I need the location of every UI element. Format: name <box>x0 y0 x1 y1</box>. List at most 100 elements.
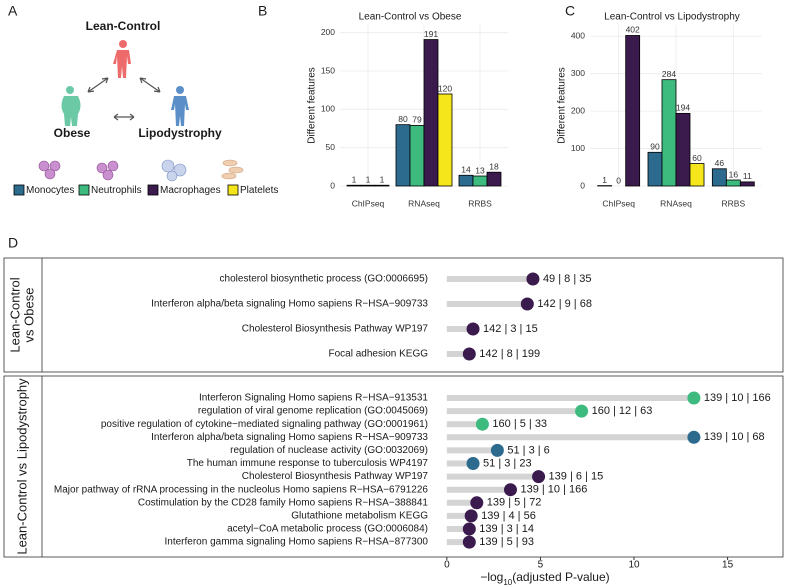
bar <box>423 39 439 187</box>
y-tick-label: 0 <box>330 180 335 190</box>
annotation: 139 | 10 | 166 <box>704 392 771 404</box>
data-label: 11 <box>743 171 752 181</box>
facet-box <box>3 257 784 373</box>
data-label: 60 <box>692 153 702 163</box>
y-tick-label: 0 <box>580 180 585 190</box>
panel-label: C <box>565 3 575 19</box>
bar <box>486 171 502 187</box>
data-label: 120 <box>438 83 452 93</box>
bar <box>458 174 474 187</box>
lollipop-dot <box>475 417 489 431</box>
annotation: 51 | 3 | 6 <box>507 444 549 456</box>
legend-label: Platelets <box>240 185 278 196</box>
bar <box>472 175 488 187</box>
lollipop-dot <box>466 322 480 336</box>
legend-label: Monocytes <box>26 185 74 196</box>
chart-title: Lean-Control vs Lipodystrophy <box>604 12 740 23</box>
annotation: 160 | 12 | 63 <box>592 405 653 417</box>
data-label: 46 <box>715 158 725 168</box>
row-label: regulation of viral genome replication (… <box>198 406 428 417</box>
bar <box>711 168 727 187</box>
data-label: 14 <box>461 165 471 175</box>
lollipop-dot <box>520 297 534 311</box>
y-tick-label: 100 <box>321 104 335 114</box>
y-tick-label: 150 <box>321 65 335 75</box>
row-label: Cholesterol Biosynthesis Pathway WP197 <box>242 324 429 335</box>
x-tick-label: 5 <box>538 560 544 571</box>
lollipop-dot <box>470 496 484 510</box>
row-label: Interferon alpha/beta signaling Homo sap… <box>151 432 428 443</box>
bar <box>374 184 390 187</box>
legend-label: Macrophages <box>160 185 221 196</box>
annotation: 51 | 3 | 23 <box>483 457 532 469</box>
annotation: 142 | 8 | 199 <box>479 348 540 360</box>
bar <box>647 151 663 187</box>
x-tick-label: 10 <box>628 560 640 571</box>
row-label: Cholesterol Biosynthesis Pathway WP197 <box>242 471 429 482</box>
legend-swatch <box>78 184 90 196</box>
panel-label: A <box>8 3 18 19</box>
data-label: 194 <box>676 103 690 113</box>
y-tick-label: 300 <box>571 68 585 78</box>
data-label: 18 <box>489 161 499 171</box>
data-label: 0 <box>616 175 621 185</box>
x-axis-label: −log10(adjusted P-value) <box>480 570 609 586</box>
bar <box>395 124 411 187</box>
lollipop-dot <box>575 404 589 418</box>
x-tick-label: RRBS <box>468 198 492 208</box>
x-tick-label: RRBS <box>722 198 746 208</box>
lollipop-dot <box>687 430 701 444</box>
row-label: cholesterol biosynthetic process (GO:000… <box>220 274 428 285</box>
bar <box>346 184 362 187</box>
lollipop-dot <box>462 347 476 361</box>
lollipop-dot <box>466 457 480 470</box>
strip-label: Lean-Control vs Lipodystrophy <box>14 378 29 555</box>
row-label: Major pathway of rRNA processing in the … <box>54 484 429 495</box>
data-label: 13 <box>475 165 485 175</box>
annotation: 139 | 6 | 15 <box>549 471 604 483</box>
illustration <box>38 40 244 182</box>
data-label: 1 <box>602 175 607 185</box>
data-label: 79 <box>412 115 422 125</box>
bar <box>689 163 705 187</box>
lollipop-dot <box>526 272 540 286</box>
bar <box>409 125 425 187</box>
data-label: 16 <box>729 169 739 179</box>
lollipop-dot <box>687 391 701 405</box>
x-axis-label-part: (adjusted P-value) <box>512 570 609 584</box>
data-label: 1 <box>366 174 371 184</box>
bar <box>739 181 755 187</box>
x-tick-label: 15 <box>722 560 734 571</box>
row-label: Glutathione metabolism KEGG <box>291 511 428 522</box>
bar <box>675 112 691 187</box>
annotation: 160 | 5 | 33 <box>492 418 547 430</box>
legend-swatch <box>227 184 239 196</box>
data-label: 402 <box>626 25 640 35</box>
annotation: 139 | 4 | 56 <box>481 510 536 522</box>
legend-label: Neutrophils <box>91 185 142 196</box>
bar <box>437 93 453 187</box>
x-tick-label: ChIPseq <box>352 198 385 208</box>
row-label: positive regulation of cytokine−mediated… <box>101 419 428 430</box>
x-tick-label: RNAseq <box>408 198 440 208</box>
x-axis-label-part: −log <box>480 570 503 584</box>
row-label: Interferon Signaling Homo sapiens R−HSA−… <box>199 393 428 404</box>
y-tick-label: 200 <box>321 27 335 37</box>
data-label: 80 <box>398 114 408 124</box>
y-tick-label: 50 <box>326 142 336 152</box>
annotation: 139 | 5 | 72 <box>487 497 542 509</box>
bar <box>625 35 641 187</box>
bar <box>360 184 376 187</box>
x-tick-label: RNAseq <box>660 198 692 208</box>
annotation: 142 | 9 | 68 <box>537 298 592 310</box>
data-label: 1 <box>380 174 385 184</box>
y-axis-label: Different features <box>307 67 318 144</box>
strip-label: Lean-Control <box>7 277 22 352</box>
data-label: 284 <box>662 69 676 79</box>
x-tick-label: ChIPseq <box>602 198 635 208</box>
legend-swatch <box>147 184 159 196</box>
x-axis-label-part: 10 <box>503 578 512 587</box>
lollipop-dot <box>503 483 517 497</box>
row-label: regulation of nuclease activity (GO:0032… <box>230 445 428 456</box>
